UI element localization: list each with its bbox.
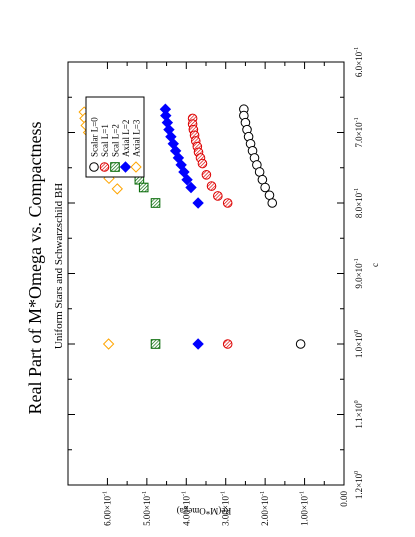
data-point (222, 198, 233, 208)
x-tick-label: 7.0×10-1 (354, 117, 364, 147)
data-point (201, 170, 212, 180)
y-tick-label: 1.00×10-1 (300, 491, 310, 526)
series-0 (239, 104, 306, 349)
data-point (222, 339, 233, 349)
data-point (192, 338, 204, 350)
data-point (213, 191, 223, 201)
data-point (150, 198, 161, 208)
legend-label: Axial L=2 (121, 120, 131, 157)
data-point (260, 182, 270, 193)
legend-label: Axial L=3 (132, 119, 142, 157)
x-tick-label: 1.1×100 (354, 400, 364, 428)
y-tick-label: 5.00×10-1 (142, 491, 152, 526)
x-tick-label: 1.0×100 (354, 330, 364, 358)
series-1 (187, 113, 233, 349)
legend-marker (110, 162, 120, 172)
y-tick-label: 4.00×10-1 (181, 491, 191, 526)
data-point (267, 198, 278, 208)
legend-marker (89, 162, 99, 172)
plot-area: 6.0×10-1 7.0×10-1 8.0×10-1 9.0×10-1 1.0×100 1… (67, 47, 364, 526)
chart-title: Real Part of M*Omega vs. Compactness (25, 122, 45, 415)
legend: Scalar L=0 Scal L=1 Scal L=2 Axial L=2 Axial… (85, 96, 145, 178)
data-point (185, 181, 197, 194)
y-tick-label: 3.00×10-1 (221, 491, 231, 526)
data-point (111, 183, 123, 195)
data-point (150, 339, 161, 349)
x-tick-label: 8.0×10-1 (354, 188, 364, 218)
y-tick-label: 6.00×10-1 (102, 491, 112, 526)
chart-subtitle: Uniform Stars and Schwarzschild BH (53, 183, 65, 349)
data-point (295, 339, 306, 349)
legend-marker (130, 161, 142, 173)
legend-label: Scal L=2 (111, 124, 121, 157)
x-tick-label: 1.2×100 (354, 471, 364, 499)
x-axis-label: c (370, 263, 380, 267)
x-tick-label: 6.0×10-1 (354, 47, 364, 77)
legend-marker (119, 161, 132, 173)
legend-label: Scalar L=0 (90, 117, 100, 157)
legend-marker (99, 162, 110, 172)
y-tick-label: 0.00 (339, 491, 349, 507)
data-point (206, 181, 217, 191)
y-tick-label: 2.00×10-1 (260, 491, 270, 526)
data-point (197, 158, 208, 169)
y-axis-label: Re(M*Omega) (177, 506, 231, 516)
series-3 (159, 103, 204, 350)
data-point (181, 174, 193, 186)
x-tick-label: 9.0×10-1 (354, 258, 364, 288)
data-point (138, 182, 149, 193)
data-point (102, 338, 115, 350)
data-point (178, 166, 190, 178)
data-point (192, 197, 204, 209)
legend-label: Scal L=1 (100, 124, 110, 157)
